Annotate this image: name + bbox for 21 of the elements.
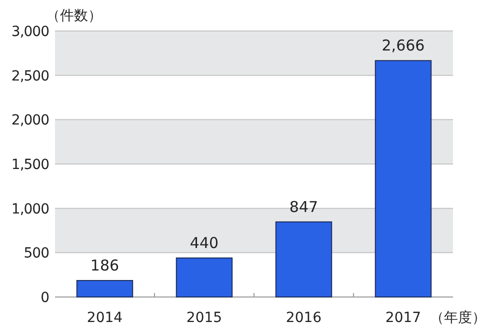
bar <box>275 221 332 298</box>
x-tick-label: 2016 <box>286 310 322 326</box>
x-tick-label: 2017 <box>385 310 422 326</box>
data-label: 2,666 <box>382 36 425 55</box>
bar <box>76 280 134 298</box>
y-axis-title: （件数） <box>46 8 102 24</box>
x-axis-title: （年度） <box>430 310 486 326</box>
y-tick-label: 0 <box>40 290 49 306</box>
data-label: 440 <box>190 234 219 252</box>
y-tick-label: 1,000 <box>11 201 49 218</box>
y-tick-label: 2,500 <box>11 68 49 84</box>
data-label: 186 <box>90 256 120 275</box>
x-tick-label: 2015 <box>186 310 222 326</box>
y-tick-label: 1,500 <box>11 157 49 173</box>
y-tick-label: 500 <box>24 246 49 262</box>
data-label: 847 <box>289 198 318 216</box>
y-tick-label: 2,000 <box>11 112 49 129</box>
bar <box>374 60 432 298</box>
y-tick-label: 3,000 <box>11 24 49 40</box>
x-tick-label: 2014 <box>86 310 123 326</box>
bar <box>176 257 233 298</box>
